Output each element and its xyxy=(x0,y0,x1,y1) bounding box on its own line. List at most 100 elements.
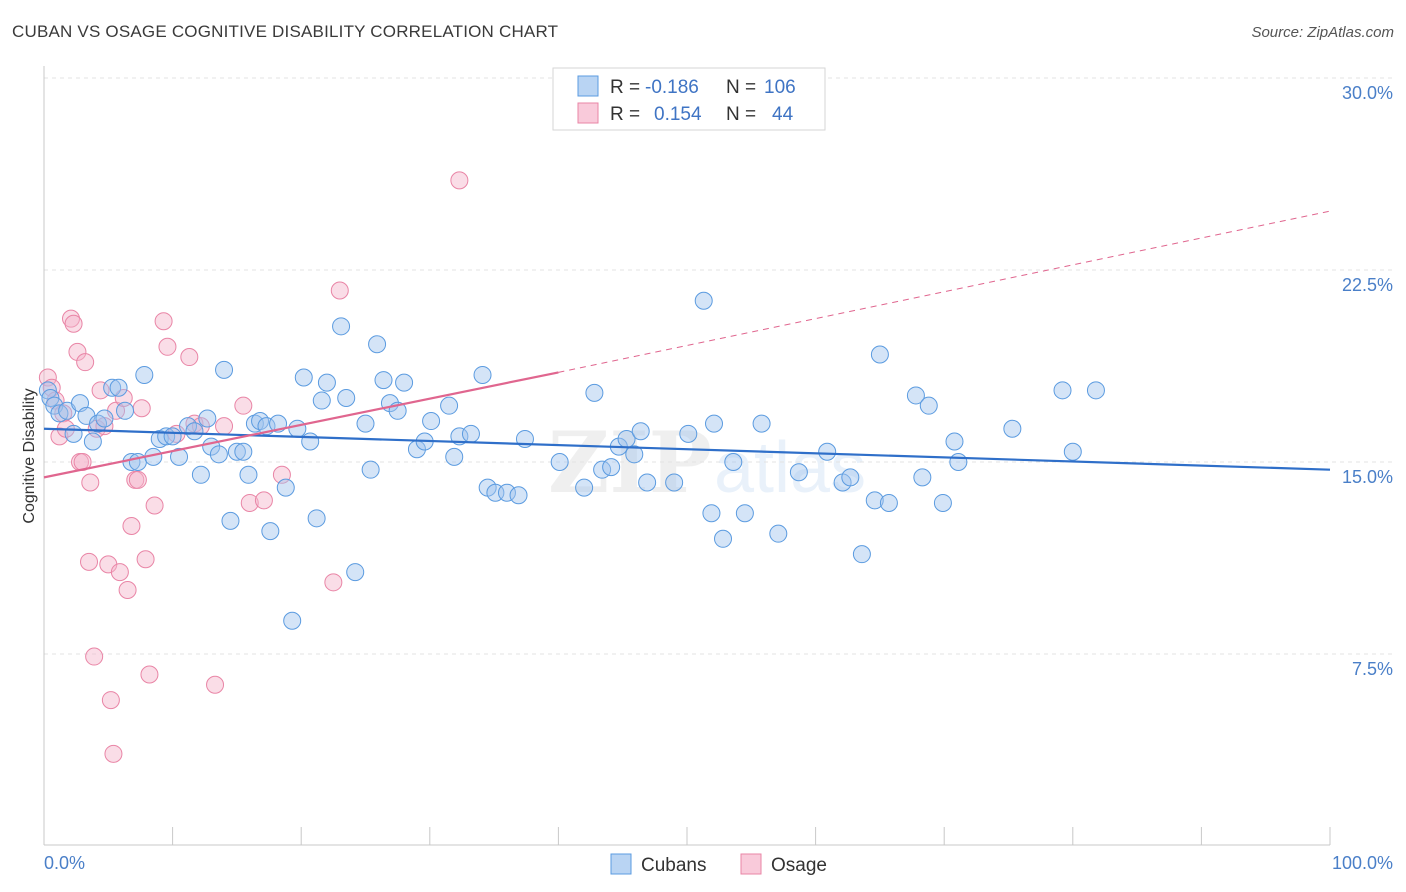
osage-point-31 xyxy=(145,496,164,515)
osage-point-22 xyxy=(110,563,129,582)
cuban-point-77 xyxy=(631,422,650,441)
cuban-point-58 xyxy=(422,412,441,431)
cuban-point-81 xyxy=(694,291,713,310)
legend-n-value-cubans: 106 xyxy=(764,77,796,98)
cuban-point-92 xyxy=(841,468,860,487)
osage-point-16 xyxy=(91,381,110,400)
cuban-point-47 xyxy=(337,389,356,407)
cuban-point-98 xyxy=(913,468,932,487)
cuban-point-36 xyxy=(261,522,280,541)
cuban-point-90 xyxy=(818,442,837,461)
cuban-point-105 xyxy=(1063,442,1082,461)
y-tick-label-2: 22.5% xyxy=(1342,275,1393,295)
cuban-point-86 xyxy=(735,504,754,523)
legend: R = -0.186 N = 106 R = 0.154 N = 44 xyxy=(552,67,826,131)
cuban-point-96 xyxy=(879,493,898,512)
osage-point-13 xyxy=(81,473,100,492)
legend-n-label-osage: N = xyxy=(726,104,756,125)
osage-point-23 xyxy=(114,389,133,407)
bottom-legend: Cubans Osage xyxy=(610,853,827,876)
y-tick-label-1: 15.0% xyxy=(1342,467,1393,487)
osage-point-35 xyxy=(180,348,199,367)
legend-r-value-cubans: -0.186 xyxy=(645,77,699,98)
legend-n-value-osage: 44 xyxy=(772,104,794,125)
y-tick-label-3: 30.0% xyxy=(1342,83,1393,103)
cuban-point-23 xyxy=(185,422,204,441)
bottom-legend-cubans: Cubans xyxy=(641,855,707,876)
osage-point-12 xyxy=(80,552,99,571)
bottom-legend-swatch-osage xyxy=(740,853,762,875)
cuban-point-100 xyxy=(933,493,952,512)
cuban-point-80 xyxy=(679,424,698,443)
osage-points xyxy=(38,171,469,763)
cuban-point-11 xyxy=(103,378,122,397)
source-label: Source: ZipAtlas.com xyxy=(1251,24,1394,41)
osage-point-25 xyxy=(122,517,141,535)
cuban-point-61 xyxy=(450,427,469,446)
cuban-point-45 xyxy=(317,373,336,392)
cuban-point-8 xyxy=(83,432,102,451)
chart-title: CUBAN VS OSAGE COGNITIVE DISABILITY CORR… xyxy=(12,22,559,41)
cuban-point-31 xyxy=(234,442,253,461)
cuban-point-69 xyxy=(550,453,569,471)
cuban-point-10 xyxy=(95,409,114,428)
x-tick-label-0: 0.0% xyxy=(44,853,85,873)
cuban-point-27 xyxy=(209,445,228,464)
cuban-point-55 xyxy=(395,373,414,392)
cuban-point-71 xyxy=(585,383,604,402)
cuban-point-25 xyxy=(198,409,217,428)
cuban-point-48 xyxy=(346,563,365,582)
osage-point-7 xyxy=(64,314,83,333)
cuban-point-50 xyxy=(361,460,380,479)
cuban-point-97 xyxy=(906,386,925,405)
cuban-point-5 xyxy=(64,424,83,443)
cuban-point-46 xyxy=(332,317,351,336)
osage-point-19 xyxy=(101,691,120,710)
cuban-point-87 xyxy=(752,414,771,433)
osage-point-14 xyxy=(85,647,104,666)
cuban-point-24 xyxy=(191,465,210,484)
cuban-point-20 xyxy=(163,427,182,446)
cuban-point-62 xyxy=(461,424,480,443)
cuban-point-38 xyxy=(276,478,295,497)
cuban-point-94 xyxy=(865,491,884,510)
cuban-point-83 xyxy=(705,414,724,433)
legend-n-label-cubans: N = xyxy=(726,77,756,98)
cuban-point-103 xyxy=(1003,419,1022,438)
cuban-point-41 xyxy=(294,368,313,387)
osage-point-6 xyxy=(62,309,81,328)
osage-point-39 xyxy=(215,417,234,436)
cuban-point-21 xyxy=(170,447,189,466)
cuban-point-30 xyxy=(227,442,246,461)
cuban-point-13 xyxy=(116,401,135,420)
cuban-point-60 xyxy=(445,447,464,466)
bottom-legend-osage: Osage xyxy=(771,855,827,876)
legend-swatch-osage xyxy=(577,102,599,124)
osage-point-30 xyxy=(140,665,159,684)
cuban-point-49 xyxy=(356,414,375,433)
cuban-point-29 xyxy=(221,511,240,530)
cuban-points xyxy=(38,291,1105,630)
cuban-point-106 xyxy=(1086,381,1105,400)
x-tick-label-1: 100.0% xyxy=(1332,853,1393,873)
osage-point-8 xyxy=(68,342,87,361)
cuban-point-66 xyxy=(497,483,516,502)
cuban-point-73 xyxy=(602,458,621,477)
osage-point-0 xyxy=(38,368,57,387)
x-tick-labels: 0.0% 100.0% xyxy=(44,853,1393,873)
osage-point-3 xyxy=(50,427,69,446)
y-axis-label: Cognitive Disability xyxy=(21,388,38,523)
axes xyxy=(43,66,1331,846)
gridlines xyxy=(44,77,1392,655)
osage-point-38 xyxy=(206,675,225,694)
cuban-point-40 xyxy=(288,419,307,438)
cuban-point-51 xyxy=(368,335,387,354)
legend-r-label-cubans: R = xyxy=(610,77,640,98)
y-tick-labels: 7.5% 15.0% 22.5% 30.0% xyxy=(1342,83,1393,679)
legend-r-label-osage: R = xyxy=(610,104,640,125)
cuban-point-32 xyxy=(239,465,258,484)
cuban-point-70 xyxy=(575,478,594,497)
cuban-point-67 xyxy=(509,486,528,505)
osage-point-45 xyxy=(330,281,349,300)
